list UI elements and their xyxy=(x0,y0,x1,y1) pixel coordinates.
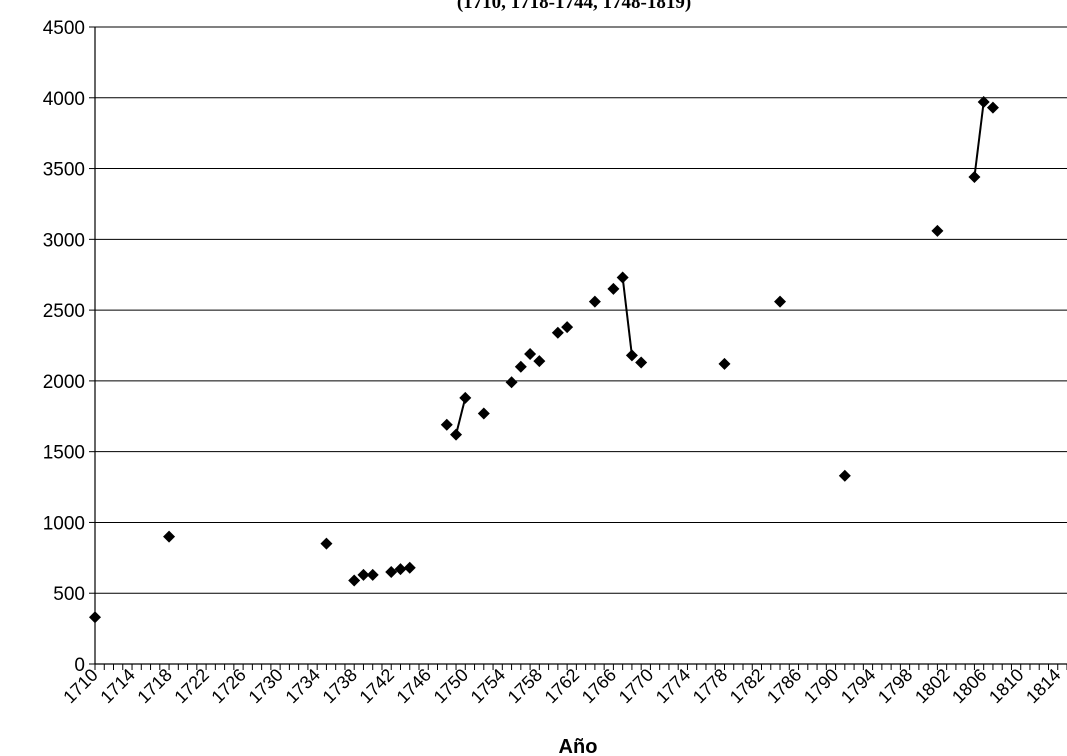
data-point xyxy=(505,376,518,389)
y-tick-label: 1500 xyxy=(43,443,85,464)
x-tick-label: 1814 xyxy=(1022,665,1064,707)
data-point xyxy=(89,611,101,624)
data-point xyxy=(320,537,333,550)
data-point xyxy=(385,565,398,578)
x-tick-label: 1718 xyxy=(133,665,175,707)
data-point xyxy=(440,418,453,431)
data-point xyxy=(551,326,564,339)
x-tick-label: 1770 xyxy=(615,665,657,707)
x-tick-label: 1774 xyxy=(652,665,694,707)
series-line-segment xyxy=(973,101,985,178)
x-tick-labels: 1710171417181722172617301734173817421746… xyxy=(59,665,1064,707)
data-point xyxy=(403,561,416,574)
x-tick-label: 1778 xyxy=(689,665,731,707)
x-tick-label: 1738 xyxy=(319,665,361,707)
x-axis-label: Año xyxy=(559,736,598,756)
x-tick-label: 1782 xyxy=(726,665,768,707)
x-tick-label: 1742 xyxy=(356,665,398,707)
y-tick-label: 2500 xyxy=(43,301,85,322)
data-point xyxy=(348,574,361,587)
x-tick-label: 1794 xyxy=(837,665,879,707)
y-tick-label: 2000 xyxy=(43,372,85,393)
series-line-segment xyxy=(621,277,633,356)
y-tick-label: 3000 xyxy=(43,230,85,251)
gridlines xyxy=(95,26,1067,594)
data-point xyxy=(607,282,620,295)
data-point xyxy=(450,428,463,441)
axes xyxy=(89,26,1067,670)
x-tick-label: 1786 xyxy=(763,665,805,707)
series-lines xyxy=(455,101,985,435)
y-tick-label: 500 xyxy=(53,584,85,605)
data-points xyxy=(89,96,999,624)
y-tick-label: 4000 xyxy=(43,89,85,110)
x-tick-label: 1762 xyxy=(541,665,583,707)
data-point xyxy=(357,568,370,581)
x-tick-label: 1734 xyxy=(282,665,324,707)
data-point xyxy=(931,224,944,237)
x-tick-label: 1810 xyxy=(985,665,1027,707)
y-tick-label: 1000 xyxy=(43,513,85,534)
data-point xyxy=(477,407,490,420)
data-point xyxy=(524,347,537,360)
x-tick-label: 1714 xyxy=(96,665,138,707)
data-point xyxy=(163,530,176,543)
data-point xyxy=(977,96,990,109)
y-tick-label: 4500 xyxy=(43,18,85,39)
x-tick-label: 1798 xyxy=(874,665,916,707)
data-point xyxy=(561,321,574,334)
x-tick-label: 1754 xyxy=(467,665,509,707)
data-point xyxy=(635,356,648,369)
data-point xyxy=(718,357,731,370)
x-tick-label: 1730 xyxy=(245,665,287,707)
x-tick-label: 1722 xyxy=(170,665,212,707)
x-tick-label: 1746 xyxy=(393,665,435,707)
data-point xyxy=(366,568,379,581)
x-tick-label: 1766 xyxy=(578,665,620,707)
data-point xyxy=(968,171,981,184)
x-tick-label: 1750 xyxy=(430,665,472,707)
x-tick-label: 1726 xyxy=(207,665,249,707)
series-line-segment xyxy=(455,397,467,435)
x-tick-label: 1790 xyxy=(800,665,842,707)
data-point xyxy=(625,349,638,362)
x-tick-label: 1758 xyxy=(504,665,546,707)
x-tick-label: 1802 xyxy=(911,665,953,707)
data-point xyxy=(774,295,787,308)
x-tick-label: 1806 xyxy=(948,665,990,707)
data-point xyxy=(394,563,407,576)
y-tick-label: 3500 xyxy=(43,160,85,181)
y-tick-labels: 0 500 1000 1500 2000 2500 3000 3500 4000 4500 xyxy=(43,18,85,676)
y-tick-label: 0 xyxy=(74,655,85,676)
data-point xyxy=(986,101,999,114)
chart-title: (1710, 1718-1744, 1748-1819) xyxy=(457,0,691,13)
x-tick-label: 1710 xyxy=(59,665,101,707)
data-point xyxy=(459,391,472,404)
data-point xyxy=(588,295,601,308)
data-point xyxy=(616,271,629,284)
data-point xyxy=(514,360,527,373)
data-point xyxy=(838,469,851,482)
data-point xyxy=(533,355,546,368)
